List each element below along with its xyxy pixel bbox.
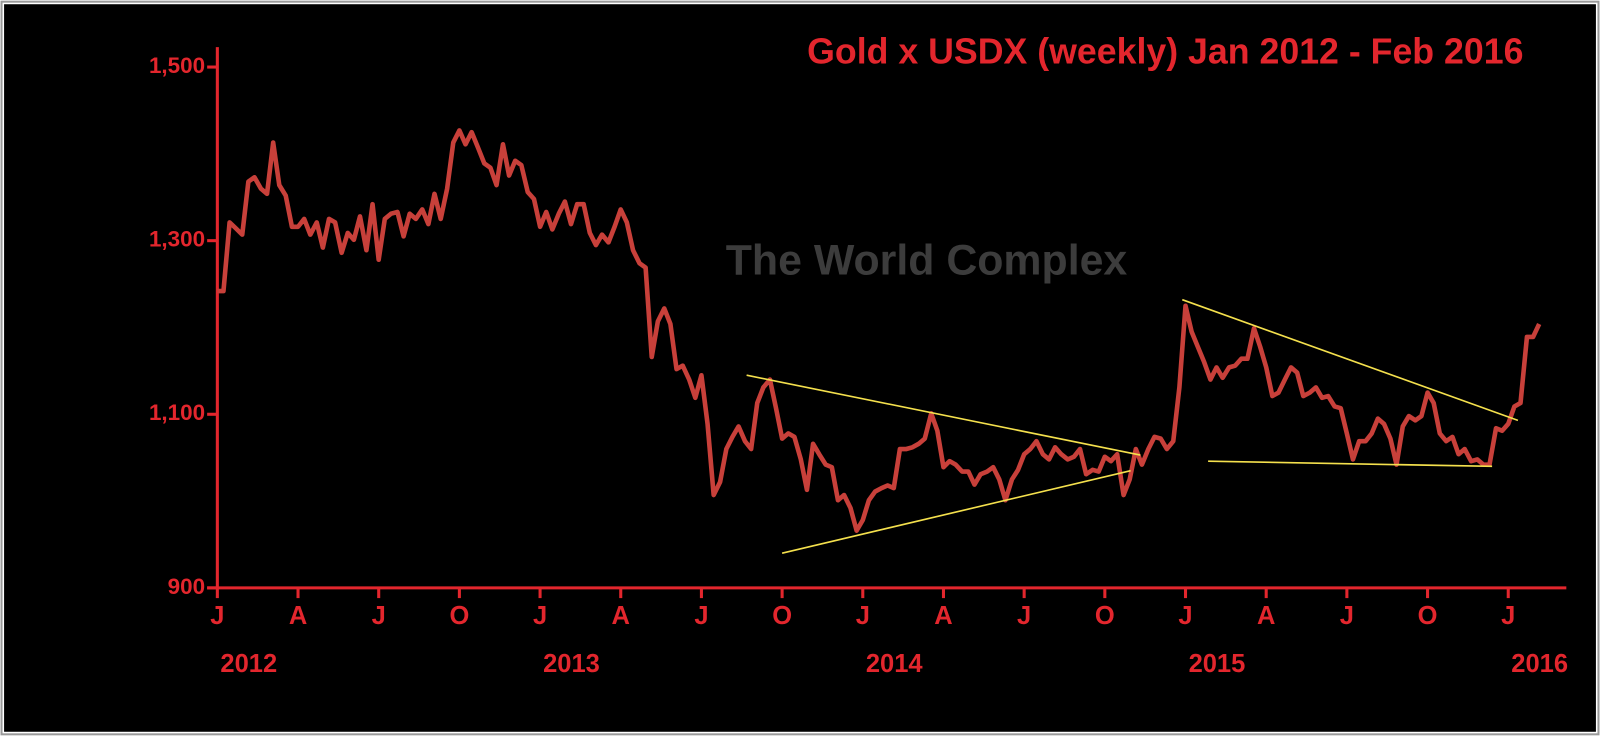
plot-background (4, 4, 1596, 732)
trend-line (1182, 298, 1519, 422)
trend-line (1208, 460, 1493, 468)
y-tick-label: 900 (168, 574, 205, 599)
year-label: 2016 (1511, 650, 1568, 678)
y-tick-label: 1,500 (149, 53, 205, 78)
x-tick-label: J (372, 602, 386, 630)
x-tick-label: J (533, 602, 547, 630)
x-tick-label: A (289, 602, 307, 630)
x-tick-label: O (1095, 602, 1115, 630)
x-tick-label: J (210, 602, 224, 630)
year-label: 2014 (866, 650, 924, 678)
year-label: 2015 (1189, 650, 1246, 678)
x-tick-label: A (1257, 602, 1275, 630)
x-tick-label: A (612, 602, 630, 630)
year-label: 2012 (220, 650, 277, 678)
y-tick-label: 1,100 (149, 400, 205, 425)
price-line (217, 128, 1542, 533)
x-tick-label: J (1017, 602, 1031, 630)
x-tick-label: O (449, 602, 469, 630)
x-tick-label: A (934, 602, 952, 630)
x-tick-label: J (856, 602, 870, 630)
x-tick-label: O (772, 602, 792, 630)
trend-line (781, 469, 1131, 554)
trend-line (746, 374, 1141, 456)
x-tick-label: J (1340, 602, 1354, 630)
y-tick-label: 1,300 (149, 227, 205, 252)
watermark: The World Complex (726, 237, 1128, 285)
chart-title: Gold x USDX (weekly) Jan 2012 - Feb 2016 (807, 32, 1523, 72)
year-label: 2013 (543, 650, 600, 678)
x-tick-label: O (1418, 602, 1438, 630)
x-tick-label: J (1178, 602, 1192, 630)
x-tick-label: J (694, 602, 708, 630)
x-tick-label: J (1501, 602, 1515, 630)
